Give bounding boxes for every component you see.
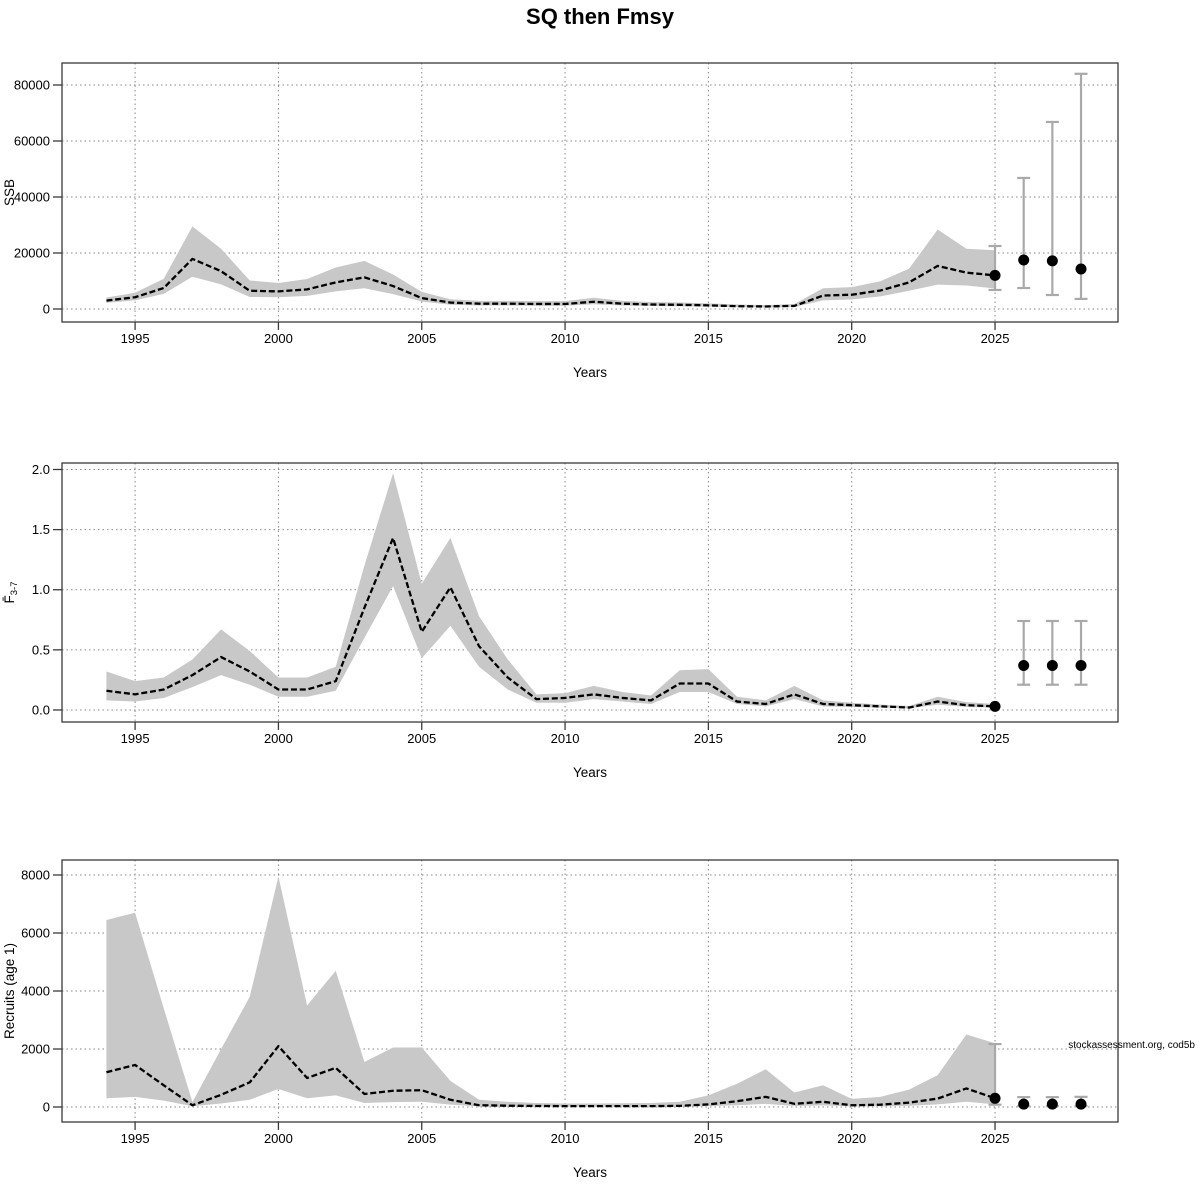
x-tick-label: 2015 (694, 331, 723, 346)
y-tick-label: 0.5 (32, 642, 50, 657)
x-tick-label: 2010 (551, 1131, 580, 1146)
source-annotation: stockassessment.org, cod5b (1068, 1040, 1195, 1051)
forecast-dot (1046, 659, 1058, 671)
x-axis-title: Years (573, 365, 607, 380)
y-tick-label: 6000 (21, 925, 50, 940)
y-tick-label: 2.0 (32, 462, 50, 477)
x-tick-label: 2025 (981, 731, 1010, 746)
x-tick-label: 2000 (264, 331, 293, 346)
x-tick-label: 2025 (981, 331, 1010, 346)
fbar-panel: 0.0 0.5 1.0 1.5 2.0 1995 2000 2005 2010 2015 2020 2… (2, 462, 1119, 780)
y-tick-label: 0 (43, 1100, 50, 1115)
y-tick-label: 20000 (14, 245, 50, 260)
y-tick-label: 2000 (21, 1042, 50, 1057)
y-tick-label: 1.5 (32, 522, 50, 537)
median-line (106, 1044, 996, 1108)
final-year-dot (989, 700, 1001, 712)
x-tick-label: 1995 (121, 1131, 150, 1146)
median-line (106, 536, 996, 709)
x-tick-label: 2020 (837, 331, 866, 346)
recruits-panel: 0 2000 4000 6000 8000 1995 2000 2005 2010 2015 202… (2, 859, 1119, 1180)
forecast-dot (1046, 1098, 1058, 1110)
x-tick-label: 2020 (837, 731, 866, 746)
ssb-panel: 0 20000 40000 60000 80000 1995 2000 2005 2010 201… (2, 62, 1119, 380)
confidence-band (106, 876, 996, 1107)
x-tick-label: 1995 (121, 331, 150, 346)
y-axis-title: Recruits (age 1) (2, 943, 17, 1039)
confidence-band (106, 226, 996, 308)
x-tick-label: 2000 (264, 731, 293, 746)
y-axis-title: SSB (2, 179, 17, 206)
forecast-dot (1018, 659, 1030, 671)
plot-border (61, 462, 1119, 723)
x-tick-label: 2010 (551, 731, 580, 746)
x-tick-label: 2005 (407, 731, 436, 746)
y-tick-label: 0.0 (32, 702, 50, 717)
plot-border (61, 62, 1119, 323)
y-tick-label: 0 (43, 301, 50, 316)
y-tick-label: 40000 (14, 189, 50, 204)
y-tick-label: 8000 (21, 867, 50, 882)
figure-title: SQ then Fmsy (526, 4, 674, 29)
x-tick-label: 2000 (264, 1131, 293, 1146)
x-tick-label: 2015 (694, 731, 723, 746)
x-tick-label: 2005 (407, 331, 436, 346)
forecast-dot (1046, 255, 1058, 267)
x-tick-label: 2010 (551, 331, 580, 346)
y-axis-title: F̄3-7 (2, 582, 20, 604)
median-line (106, 257, 996, 308)
forecast-dot (1018, 1098, 1030, 1110)
x-axis-title: Years (573, 1165, 607, 1180)
forecast-dot (1075, 659, 1087, 671)
y-tick-label: 1.0 (32, 582, 50, 597)
confidence-band (106, 473, 996, 709)
forecast-dot (1018, 254, 1030, 266)
x-tick-label: 1995 (121, 731, 150, 746)
y-tick-label: 80000 (14, 77, 50, 92)
forecast-dot (1075, 263, 1087, 275)
x-axis-title: Years (573, 765, 607, 780)
y-tick-label: 60000 (14, 133, 50, 148)
final-year-dot (989, 269, 1001, 281)
forecast-dot (1075, 1098, 1087, 1110)
x-tick-label: 2025 (981, 1131, 1010, 1146)
x-tick-label: 2015 (694, 1131, 723, 1146)
x-tick-label: 2020 (837, 1131, 866, 1146)
x-tick-label: 2005 (407, 1131, 436, 1146)
y-tick-label: 4000 (21, 984, 50, 999)
final-year-dot (989, 1092, 1001, 1104)
